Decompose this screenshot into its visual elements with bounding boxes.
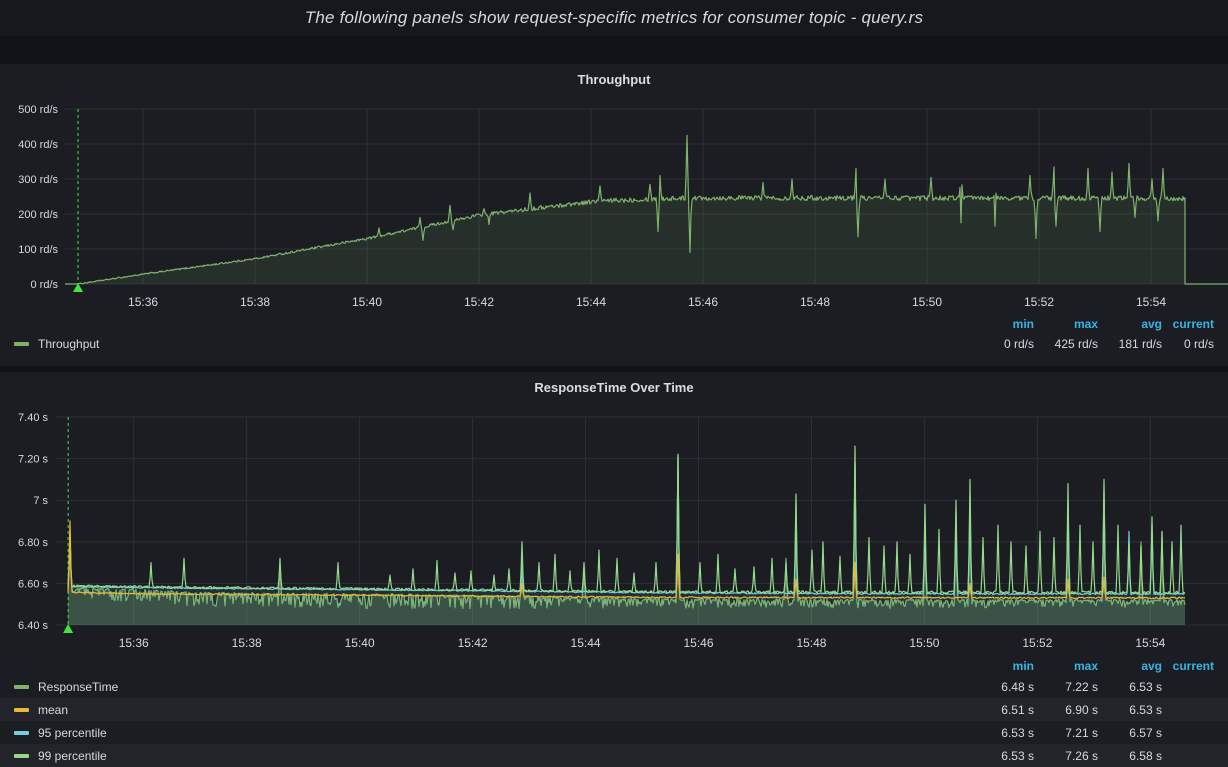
dashboard-text-panel: The following panels show request-specif…	[0, 0, 1228, 36]
y-axis-tick-label: 0 rd/s	[30, 279, 58, 291]
legend-row-99-percentile: 99 percentile 6.53 s 7.26 s 6.58 s	[0, 744, 1228, 767]
y-axis-tick-label: 500 rd/s	[18, 104, 58, 116]
legend-value: 425 rd/s	[1054, 337, 1098, 351]
x-axis-tick-label: 15:50	[912, 295, 942, 309]
throughput-legend: min max avg current Throughput 0 rd/s 425 rd/s…	[0, 314, 1228, 354]
series-color-swatch-icon[interactable]	[14, 707, 29, 712]
x-axis-tick-label: 15:52	[1022, 636, 1052, 650]
legend-value: 6.57 s	[1129, 725, 1162, 740]
x-axis-tick-label: 15:40	[352, 295, 382, 309]
y-axis-tick-label: 7.20 s	[18, 454, 48, 466]
series-color-swatch-icon[interactable]	[14, 753, 29, 758]
x-axis-tick-label: 15:46	[683, 636, 713, 650]
series-color-swatch-icon[interactable]	[14, 342, 29, 346]
series-color-swatch-icon[interactable]	[14, 730, 29, 735]
annotation-marker-icon[interactable]	[63, 624, 74, 633]
x-axis-tick-label: 15:48	[800, 295, 830, 309]
y-axis-tick-label: 6.60 s	[18, 578, 48, 590]
series-line-responsetime	[67, 453, 1186, 610]
legend-col-header-min[interactable]: min	[1012, 658, 1034, 673]
legend-value: 6.51 s	[1001, 702, 1034, 717]
legend-value: 6.90 s	[1065, 702, 1098, 717]
x-axis-tick-label: 15:38	[240, 295, 270, 309]
series-line-99-percentile	[67, 445, 1186, 595]
series-fill-responsetime	[68, 454, 1185, 625]
panel-title-responsetime[interactable]: ResponseTime Over Time	[534, 380, 694, 395]
series-line-mean	[67, 520, 1186, 600]
series-line-throughput	[65, 134, 1228, 285]
legend-value: 0 rd/s	[1183, 337, 1214, 351]
legend-row-mean: mean 6.51 s 6.90 s 6.53 s	[0, 698, 1228, 721]
legend-col-header-min[interactable]: min	[1012, 317, 1034, 331]
y-axis-tick-label: 100 rd/s	[18, 244, 58, 256]
x-axis-tick-label: 15:36	[128, 295, 158, 309]
series-color-swatch-icon[interactable]	[14, 684, 29, 689]
legend-col-header-avg[interactable]: avg	[1141, 658, 1162, 673]
x-axis-tick-label: 15:54	[1136, 295, 1166, 309]
x-axis-tick-label: 15:46	[688, 295, 718, 309]
x-axis-tick-label: 15:50	[909, 636, 939, 650]
throughput-chart[interactable]: 0 rd/s 100 rd/s 200 rd/s 300 rd/s 400 rd/s 50…	[0, 64, 1228, 366]
y-axis-tick-label: 300 rd/s	[18, 174, 58, 186]
panel-responsetime: ResponseTime Over Time 6.40 s 6.60 s 6.80 …	[0, 372, 1228, 767]
legend-value: 6.53 s	[1001, 725, 1034, 740]
x-axis-tick-label: 15:40	[345, 636, 375, 650]
legend-value: 6.53 s	[1129, 702, 1162, 717]
legend-value: 6.58 s	[1129, 748, 1162, 763]
legend-series-label[interactable]: mean	[38, 702, 69, 717]
responsetime-chart[interactable]: 6.40 s 6.60 s 6.80 s 7 s 7.20 s 7.40 s 15:36 15…	[0, 372, 1228, 767]
series-line-95-percentile	[67, 455, 1186, 596]
legend-value: 181 rd/s	[1118, 337, 1162, 351]
x-axis-tick-label: 15:42	[464, 295, 494, 309]
legend-col-header-max[interactable]: max	[1073, 317, 1098, 331]
panel-title-throughput[interactable]: Throughput	[577, 72, 651, 87]
legend-row-responsetime: ResponseTime 6.48 s 7.22 s 6.53 s	[0, 675, 1228, 698]
legend-value: 7.26 s	[1065, 748, 1098, 763]
x-axis-tick-label: 15:36	[119, 636, 149, 650]
legend-series-label[interactable]: Throughput	[38, 337, 100, 351]
legend-value: 0 rd/s	[1003, 337, 1034, 351]
legend-col-header-current[interactable]: current	[1172, 317, 1214, 331]
y-axis-tick-label: 7.40 s	[18, 412, 48, 424]
y-axis-tick-label: 6.80 s	[18, 537, 48, 549]
legend-col-header-max[interactable]: max	[1073, 658, 1098, 673]
series-fill-throughput	[65, 135, 1228, 284]
x-axis-tick-label: 15:48	[796, 636, 826, 650]
x-axis-tick-label: 15:38	[232, 636, 262, 650]
x-axis-tick-label: 15:54	[1135, 636, 1165, 650]
legend-value: 6.53 s	[1001, 748, 1034, 763]
y-axis-tick-label: 7 s	[33, 495, 48, 507]
legend-series-label[interactable]: 95 percentile	[38, 725, 107, 740]
x-axis-tick-label: 15:44	[576, 295, 606, 309]
y-axis-tick-label: 6.40 s	[18, 620, 48, 632]
legend-col-header-current[interactable]: current	[1172, 658, 1214, 673]
dashboard-title: The following panels show request-specif…	[304, 8, 924, 27]
panel-throughput: Throughput 0 rd/s 100 rd/s 200 rd/s 300 rd/…	[0, 64, 1228, 366]
y-axis-tick-label: 200 rd/s	[18, 209, 58, 221]
x-axis-tick-label: 15:52	[1024, 295, 1054, 309]
y-axis-tick-label: 400 rd/s	[18, 139, 58, 151]
legend-col-header-avg[interactable]: avg	[1141, 317, 1162, 331]
legend-value: 7.21 s	[1065, 725, 1098, 740]
legend-row-95-percentile: 95 percentile 6.53 s 7.21 s 6.57 s	[0, 721, 1228, 744]
legend-value: 7.22 s	[1065, 679, 1098, 694]
legend-value: 6.53 s	[1129, 679, 1162, 694]
legend-header-row: min max avg current	[0, 314, 1228, 334]
responsetime-legend: min max avg current ResponseTime 6.48 s 7.22 s…	[0, 656, 1228, 767]
legend-header-row: min max avg current	[0, 656, 1228, 675]
x-axis-tick-label: 15:42	[458, 636, 488, 650]
legend-row-throughput: Throughput 0 rd/s 425 rd/s 181 rd/s 0 rd/s	[0, 334, 1228, 354]
series-fill-95-percentile	[68, 456, 1185, 625]
legend-series-label[interactable]: ResponseTime	[38, 679, 119, 694]
annotation-marker-icon[interactable]	[73, 283, 84, 292]
legend-series-label[interactable]: 99 percentile	[38, 748, 107, 763]
legend-value: 6.48 s	[1001, 679, 1034, 694]
x-axis-tick-label: 15:44	[571, 636, 601, 650]
